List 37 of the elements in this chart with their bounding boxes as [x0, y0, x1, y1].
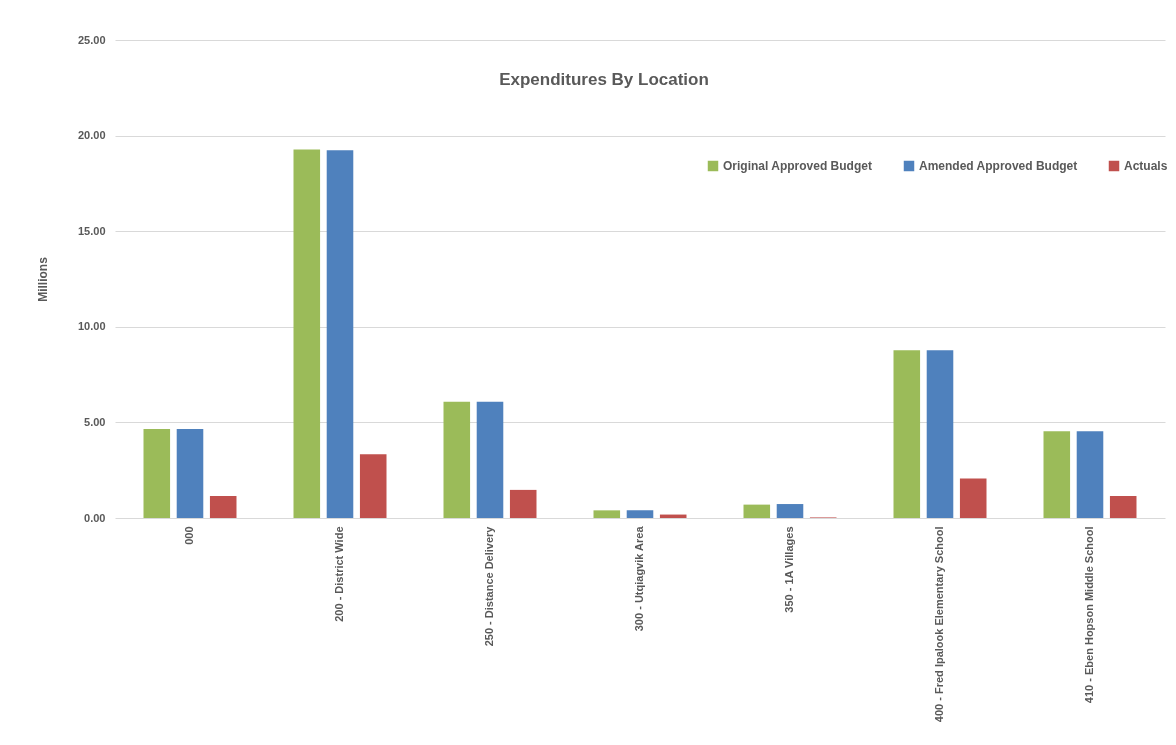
bar [1076, 431, 1104, 518]
bar [1043, 431, 1071, 518]
y-tick-label: 0.00 [84, 511, 106, 524]
x-tick-label: 200 - District Wide [333, 526, 345, 622]
x-tick-label: 000 [183, 526, 195, 545]
y-axis-title: Millions [35, 256, 50, 302]
bar [476, 401, 504, 518]
bar [776, 504, 804, 518]
x-tick-label: 410 - Eben Hopson Middle School [1083, 526, 1095, 704]
bar [926, 350, 954, 518]
legend-label: Actuals [1124, 159, 1168, 173]
bar [443, 401, 471, 518]
y-tick-label: 5.00 [84, 415, 106, 428]
bar [509, 489, 537, 518]
bar [293, 149, 321, 518]
legend-label: Original Approved Budget [723, 159, 872, 173]
bar [593, 510, 621, 518]
x-tick-label: 300 - Utqiagvik Area [633, 525, 645, 632]
y-tick-label: 20.00 [77, 129, 106, 142]
legend-label: Amended Approved Budget [919, 159, 1078, 173]
bar [176, 429, 204, 518]
bar [743, 504, 771, 518]
bar [626, 510, 654, 518]
bar [959, 478, 987, 518]
x-tick-label: 250 - Distance Delivery [483, 525, 495, 647]
bar [1109, 496, 1137, 518]
bar [893, 350, 921, 518]
y-tick-label: 25.00 [77, 33, 106, 46]
y-tick-label: 15.00 [77, 224, 106, 237]
text: Expenditures By Location [499, 70, 709, 89]
bar [326, 150, 354, 518]
x-tick-label: 350 - 1A Villages [783, 526, 795, 613]
y-tick-label: 10.00 [77, 320, 106, 333]
bar [359, 454, 387, 518]
x-tick-label: 400 - Fred Ipalook Elementary School [933, 526, 945, 723]
bar [143, 429, 171, 518]
bar [209, 496, 237, 518]
